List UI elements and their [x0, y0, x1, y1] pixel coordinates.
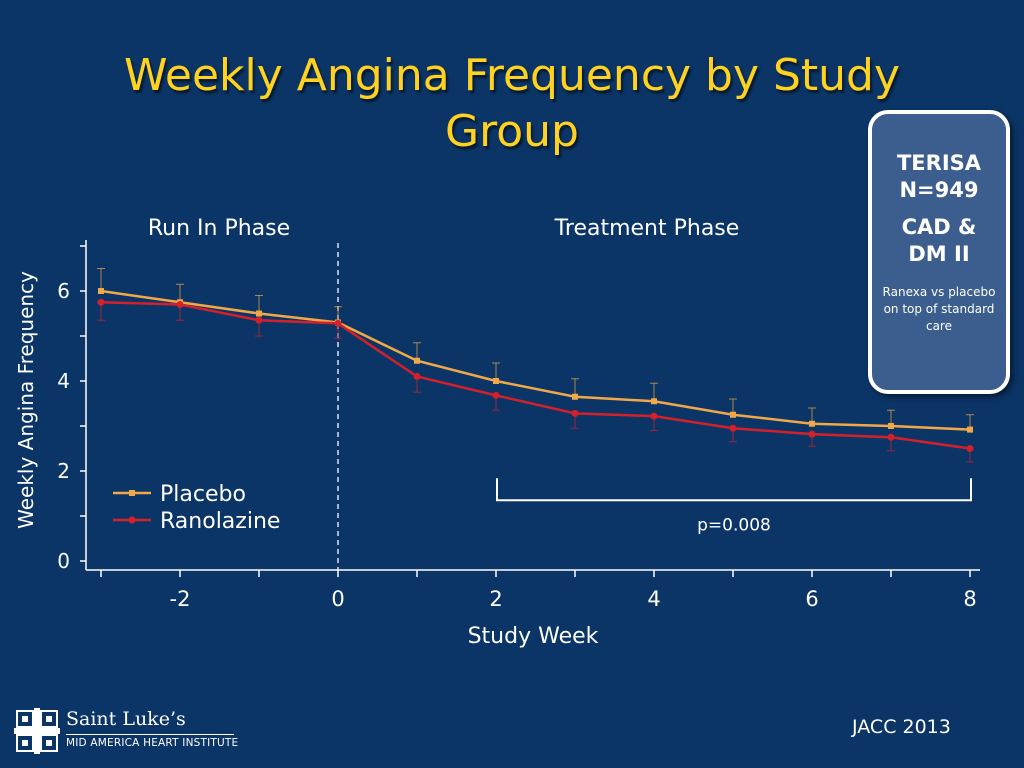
legend-label-placebo: Placebo: [160, 482, 246, 507]
data-point-ranolazine-5: [492, 391, 500, 399]
x-tick-label--2: -2: [170, 587, 191, 611]
significance-bracket: [496, 478, 972, 502]
phase-label-treatment: Treatment Phase: [554, 216, 740, 241]
data-point-ranolazine-0: [97, 298, 105, 306]
y-tick-label-2: 2: [57, 459, 70, 483]
saint-lukes-logo: Saint Luke’s MID AMERICA HEART INSTITUTE: [14, 706, 244, 756]
citation: JACC 2013: [852, 716, 951, 738]
data-point-ranolazine-1: [176, 301, 184, 308]
legend-entry-ranolazine: Ranolazine: [113, 509, 280, 534]
info-population-2: DM II: [908, 242, 970, 266]
data-point-ranolazine-7: [650, 412, 658, 420]
legend-marker-ranolazine: [128, 516, 136, 524]
p-value-label: p=0.008: [697, 515, 771, 535]
study-info-box: TERISA N=949 CAD & DM II Ranexa vs place…: [868, 110, 1010, 394]
legend-entry-placebo: Placebo: [113, 482, 246, 507]
x-tick-label-4: 4: [647, 587, 660, 611]
legend-marker-placebo: [129, 490, 135, 496]
slide-title: Weekly Angina Frequency by Study Group: [0, 48, 1024, 160]
y-tick-label-0: 0: [57, 549, 70, 573]
data-point-ranolazine-11: [966, 445, 974, 452]
logo-name: Saint Luke’s: [66, 708, 186, 730]
tick-labels: 0 2 4 6 -2 0 2 4 6 8: [57, 279, 976, 611]
saint-lukes-cross-logo-icon: [14, 708, 60, 754]
axes: [85, 240, 980, 571]
title-line-1: Weekly Angina Frequency by Study: [123, 50, 901, 101]
data-point-placebo-6: [572, 393, 578, 400]
data-point-ranolazine-8: [729, 424, 737, 432]
x-axis-label: Study Week: [468, 624, 599, 649]
title-line-2: Group: [445, 106, 579, 157]
data-point-placebo-11: [967, 426, 973, 433]
legend: Placebo Ranolazine: [113, 482, 280, 534]
data-point-placebo-2: [256, 310, 262, 317]
data-point-ranolazine-3: [334, 319, 342, 327]
data-point-placebo-7: [651, 398, 657, 405]
x-tick-label-2: 2: [489, 587, 502, 611]
logo-divider: [66, 734, 234, 735]
x-tick-label-0: 0: [331, 587, 344, 611]
info-population-1: CAD &: [901, 215, 977, 239]
phase-label-run-in: Run In Phase: [148, 216, 290, 241]
logo-subtitle: MID AMERICA HEART INSTITUTE: [66, 737, 239, 749]
info-sample-size: N=949: [899, 178, 979, 202]
data-point-ranolazine-6: [571, 409, 579, 417]
info-study-name: TERISA: [896, 151, 982, 175]
data-point-placebo-4: [414, 357, 420, 364]
data-point-placebo-8: [730, 411, 736, 418]
x-tick-label-8: 8: [963, 587, 976, 611]
x-tick-label-6: 6: [805, 587, 818, 611]
info-note: Ranexa vs placebo on top of standard car…: [882, 285, 996, 333]
y-tick-label-6: 6: [57, 279, 70, 303]
data-point-ranolazine-9: [808, 430, 816, 438]
data-point-placebo-9: [809, 420, 815, 427]
y-tick-label-4: 4: [57, 369, 70, 393]
data-point-placebo-5: [493, 378, 499, 384]
series-markers: [97, 288, 974, 452]
series-line-placebo: [100, 289, 971, 431]
error-bars: [97, 268, 974, 463]
data-point-ranolazine-2: [255, 316, 263, 324]
y-axis-label: Weekly Angina Frequency: [14, 271, 38, 529]
data-point-ranolazine-10: [887, 433, 895, 441]
data-point-placebo-0: [98, 288, 104, 294]
data-point-placebo-10: [888, 423, 894, 429]
legend-label-ranolazine: Ranolazine: [160, 509, 280, 534]
series-lines: [100, 289, 971, 450]
tick-marks: [80, 245, 971, 577]
series-line-ranolazine: [100, 301, 971, 450]
data-point-ranolazine-4: [413, 373, 421, 380]
